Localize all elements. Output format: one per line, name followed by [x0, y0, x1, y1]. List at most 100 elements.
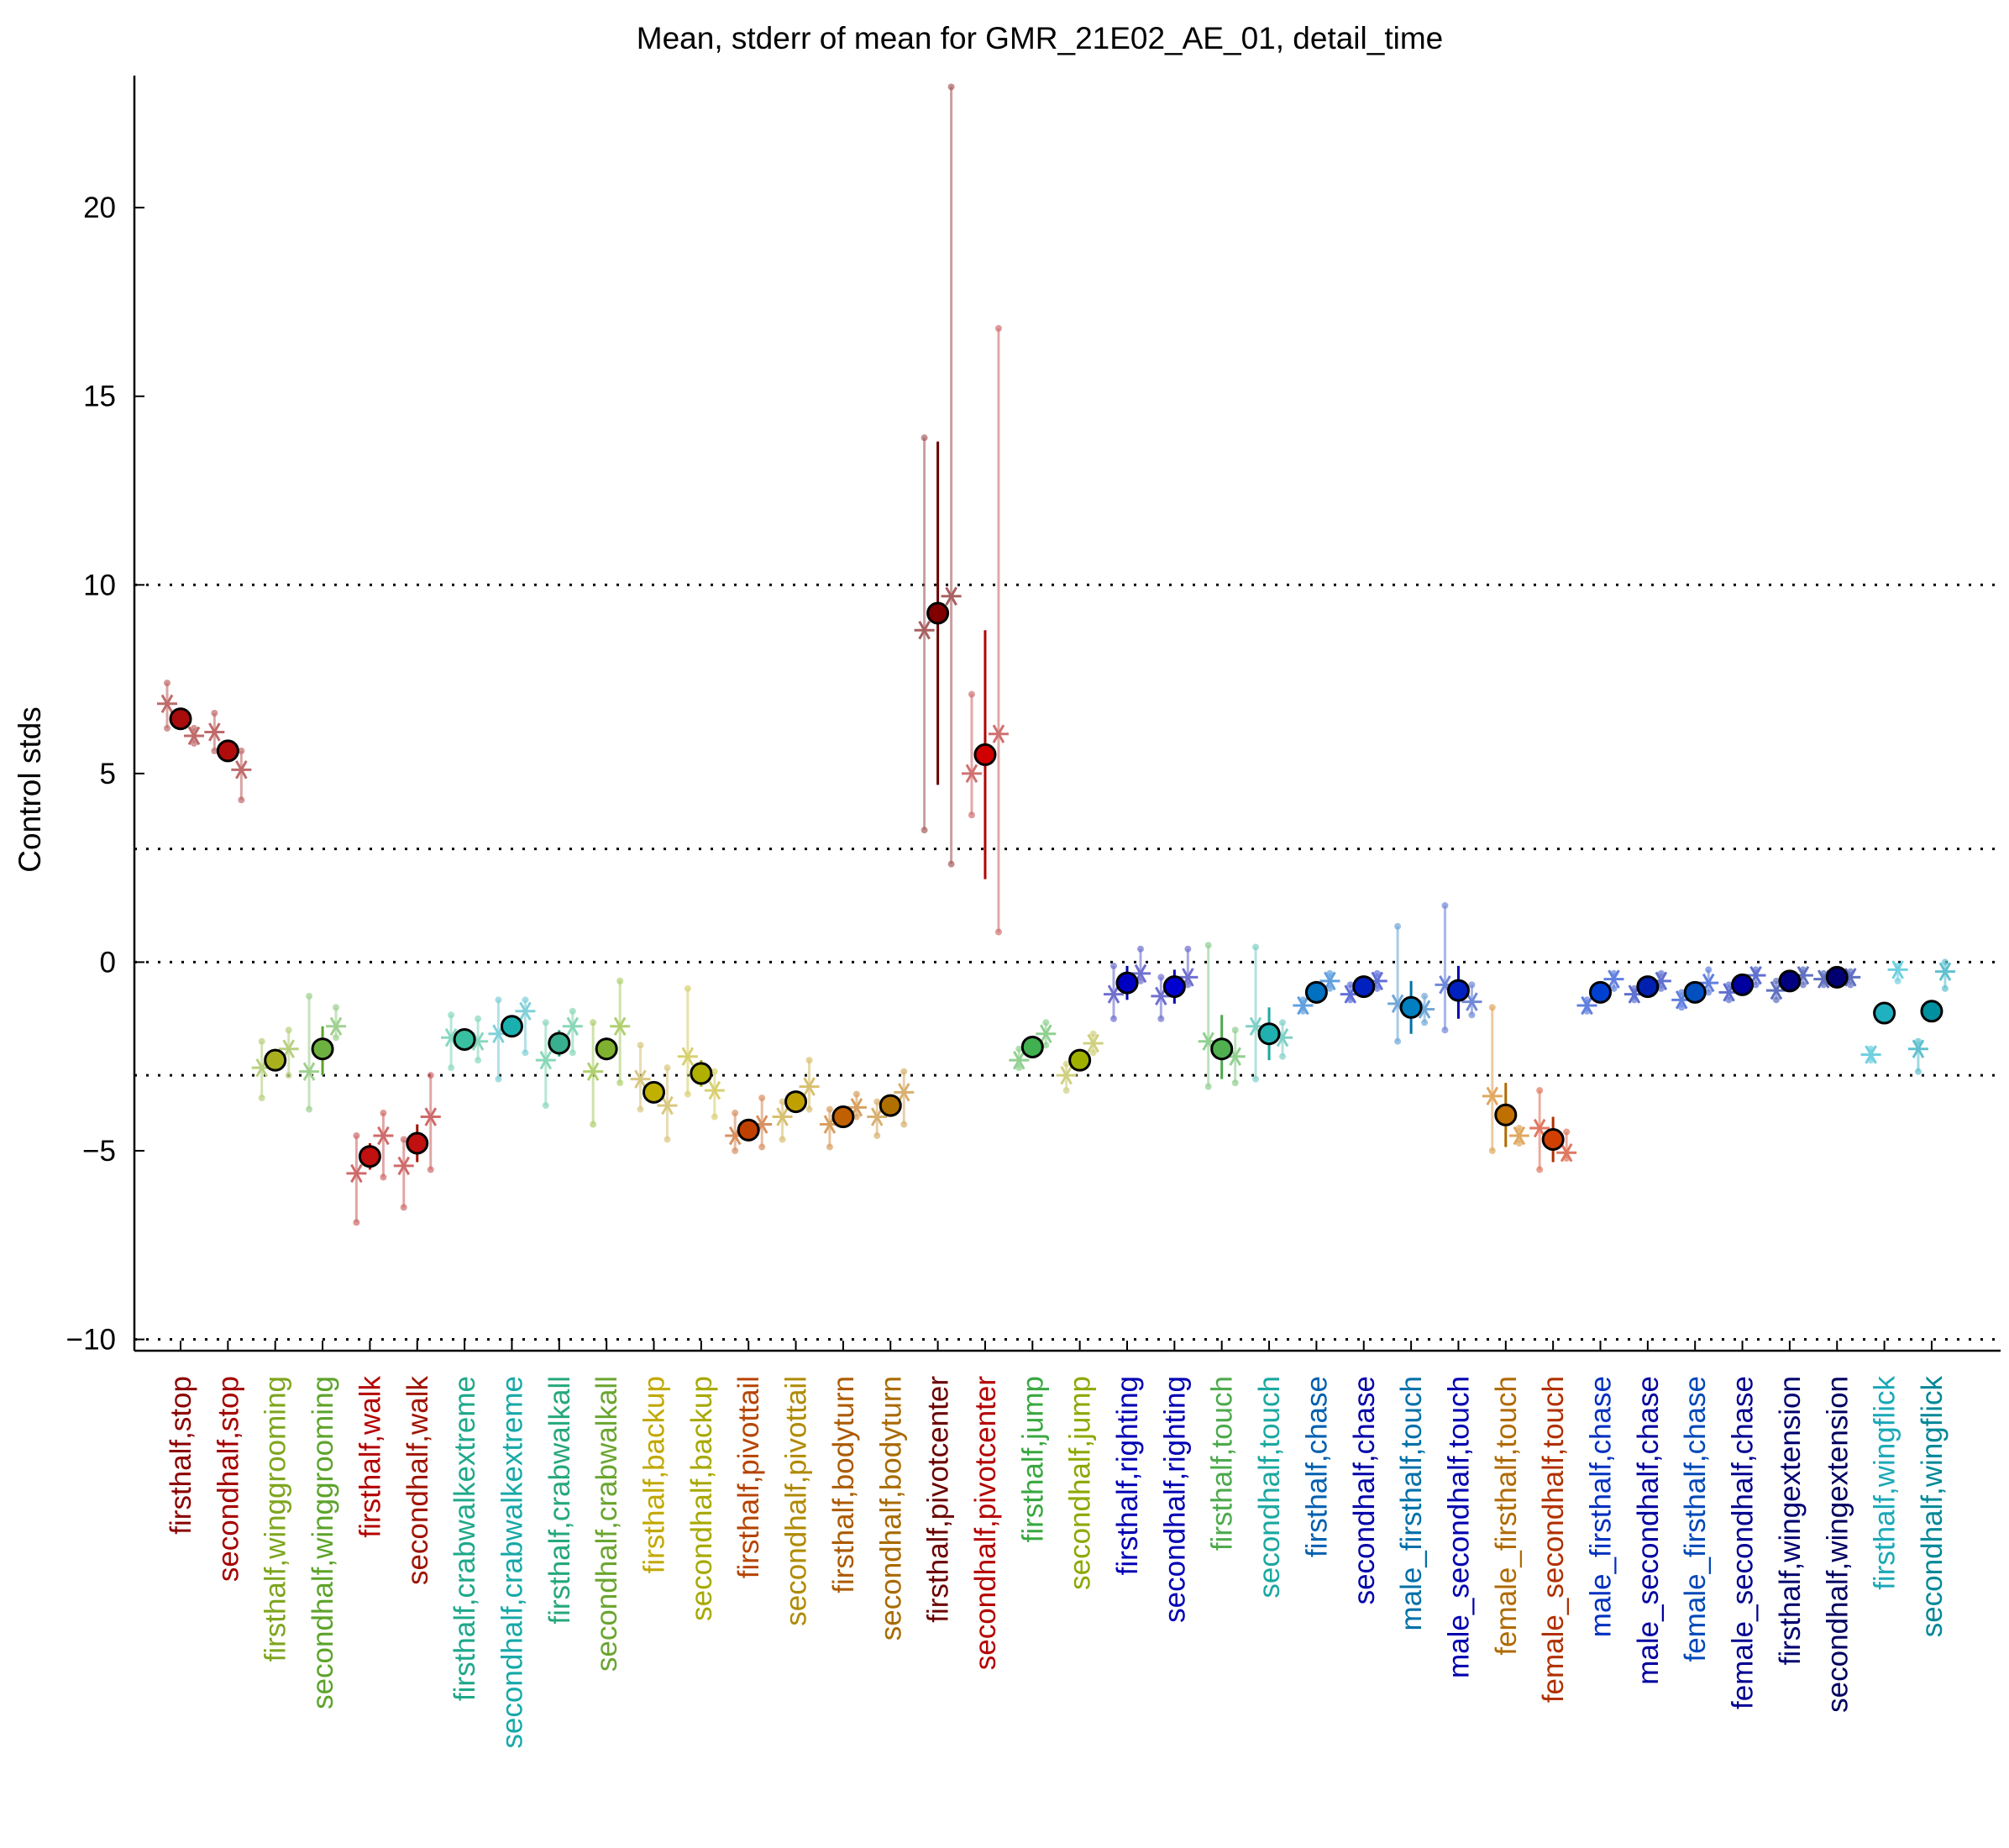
replicate-range-end [353, 1219, 360, 1226]
replicate-range-end [475, 1057, 482, 1064]
replicate-mean-marker [1056, 1065, 1077, 1085]
replicate-mean-marker [677, 1047, 698, 1066]
mean-marker [264, 1048, 287, 1072]
mean-marker [1257, 1022, 1281, 1046]
replicate-range-end [1042, 1019, 1050, 1026]
replicate-range-end [333, 1034, 340, 1042]
replicate-range-end [1657, 969, 1665, 977]
replicate-range-end [664, 1064, 671, 1072]
replicate-range-end [211, 747, 218, 754]
replicate-mean-marker [961, 764, 982, 784]
y-tick-label: −5 [82, 1135, 116, 1168]
replicate-range-end [1678, 989, 1686, 996]
replicate-range-end [779, 1098, 786, 1105]
replicate-range-end [616, 1079, 624, 1087]
mean-marker [1494, 1103, 1518, 1126]
replicate-range-end [1752, 981, 1760, 989]
x-tick-label: secondhalf,bodyturn [874, 1376, 907, 1641]
replicate-range-end [448, 1064, 455, 1072]
replicate-mean-marker [914, 621, 935, 640]
replicate-range-end [1914, 1068, 1922, 1075]
x-tick-label: secondhalf,pivotcenter [969, 1376, 1002, 1671]
replicate-range-end [1252, 1075, 1260, 1083]
replicate-range-end [1279, 1019, 1287, 1026]
replicate-range-end [1110, 1015, 1117, 1022]
replicate-range-end [1610, 984, 1618, 992]
x-tick-label: secondhalf,stop [212, 1376, 244, 1582]
mean-marker [879, 1094, 902, 1117]
mean-marker [1589, 980, 1612, 1004]
replicate-range-end [1941, 958, 1949, 966]
replicate-range-end [1421, 1019, 1429, 1026]
replicate-range-end [1231, 1079, 1239, 1087]
replicate-range-end [826, 1105, 833, 1113]
replicate-range-end [1252, 943, 1260, 951]
replicate-range-end [616, 977, 624, 984]
y-tick-label: 15 [83, 381, 116, 413]
mean-marker [643, 1080, 665, 1104]
mean-marker [690, 1062, 713, 1085]
replicate-mean-marker [1104, 984, 1124, 1004]
mean-marker [216, 739, 239, 763]
replicate-range-end [1373, 969, 1381, 977]
x-tick-label: firsthalf,bodyturn [827, 1376, 860, 1593]
replicate-range-end [1772, 996, 1780, 1004]
replicate-range-end [1421, 992, 1429, 1000]
y-tick-label: 20 [83, 192, 116, 224]
replicate-mean-marker [373, 1126, 394, 1146]
replicate-range-end [1110, 962, 1117, 969]
replicate-mean-marker [630, 1069, 651, 1089]
x-tick-label: female_secondhalf,chase [1727, 1376, 1760, 1709]
chart-title: Mean, stderr of mean for GMR_21E02_AE_01… [637, 21, 1443, 55]
replicate-mean-marker [704, 1080, 725, 1100]
replicate-range-end [380, 1173, 387, 1181]
replicate-mean-marker [1556, 1143, 1577, 1163]
replicate-range-end [1015, 1045, 1023, 1053]
replicate-range-end [1157, 974, 1165, 981]
x-tick-label: firsthalf,wingflick [1869, 1376, 1901, 1590]
replicate-range-end [968, 811, 975, 819]
replicate-range-end [569, 1049, 576, 1057]
replicate-mean-marker [1482, 1086, 1503, 1106]
replicate-range-end [1137, 945, 1144, 953]
replicate-range-end [1536, 1166, 1544, 1173]
replicate-range-end [758, 1095, 766, 1102]
x-tick-label: secondhalf,walk [401, 1376, 434, 1586]
mean-marker [595, 1037, 618, 1061]
replicate-range-end [400, 1204, 407, 1211]
replicate-range-end [1441, 902, 1449, 910]
replicate-mean-marker [1293, 995, 1314, 1016]
replicate-mean-marker [1576, 995, 1597, 1016]
replicate-range-end [306, 992, 313, 1000]
replicate-mean-marker [1529, 1118, 1550, 1138]
mean-marker [1068, 1048, 1092, 1072]
x-tick-label: female_firsthalf,touch [1490, 1376, 1523, 1656]
replicate-range-end [191, 739, 197, 747]
x-tick-label: firsthalf,stop [165, 1376, 197, 1535]
replicate-mean-marker [184, 726, 204, 746]
replicate-range-end [900, 1121, 908, 1128]
replicate-range-end [1184, 981, 1192, 989]
x-tick-label: secondhalf,chase [1348, 1376, 1381, 1604]
replicate-range-end [380, 1110, 387, 1117]
replicate-mean-marker [515, 1001, 536, 1021]
mean-marker [737, 1118, 760, 1142]
replicate-range-end [1847, 981, 1854, 989]
replicate-range-end [1157, 1015, 1165, 1022]
x-tick-label: secondhalf,wingflick [1916, 1376, 1949, 1638]
replicate-range-end [1799, 981, 1807, 989]
mean-marker [1873, 1001, 1896, 1025]
mean-marker [1541, 1127, 1565, 1151]
mean-marker [406, 1131, 429, 1155]
x-tick-label: female_secondhalf,touch [1537, 1376, 1570, 1703]
replicate-range-end [285, 1072, 292, 1079]
replicate-mean-marker [1887, 960, 1908, 979]
replicate-range-end [873, 1132, 881, 1140]
replicate-mean-marker [393, 1156, 414, 1176]
x-tick-label: firsthalf,crabwalkall [543, 1376, 576, 1625]
replicate-range-end [947, 83, 955, 91]
replicate-range-end [164, 680, 170, 687]
replicate-mean-marker [1508, 1126, 1529, 1146]
replicate-range-end [1089, 1049, 1097, 1057]
